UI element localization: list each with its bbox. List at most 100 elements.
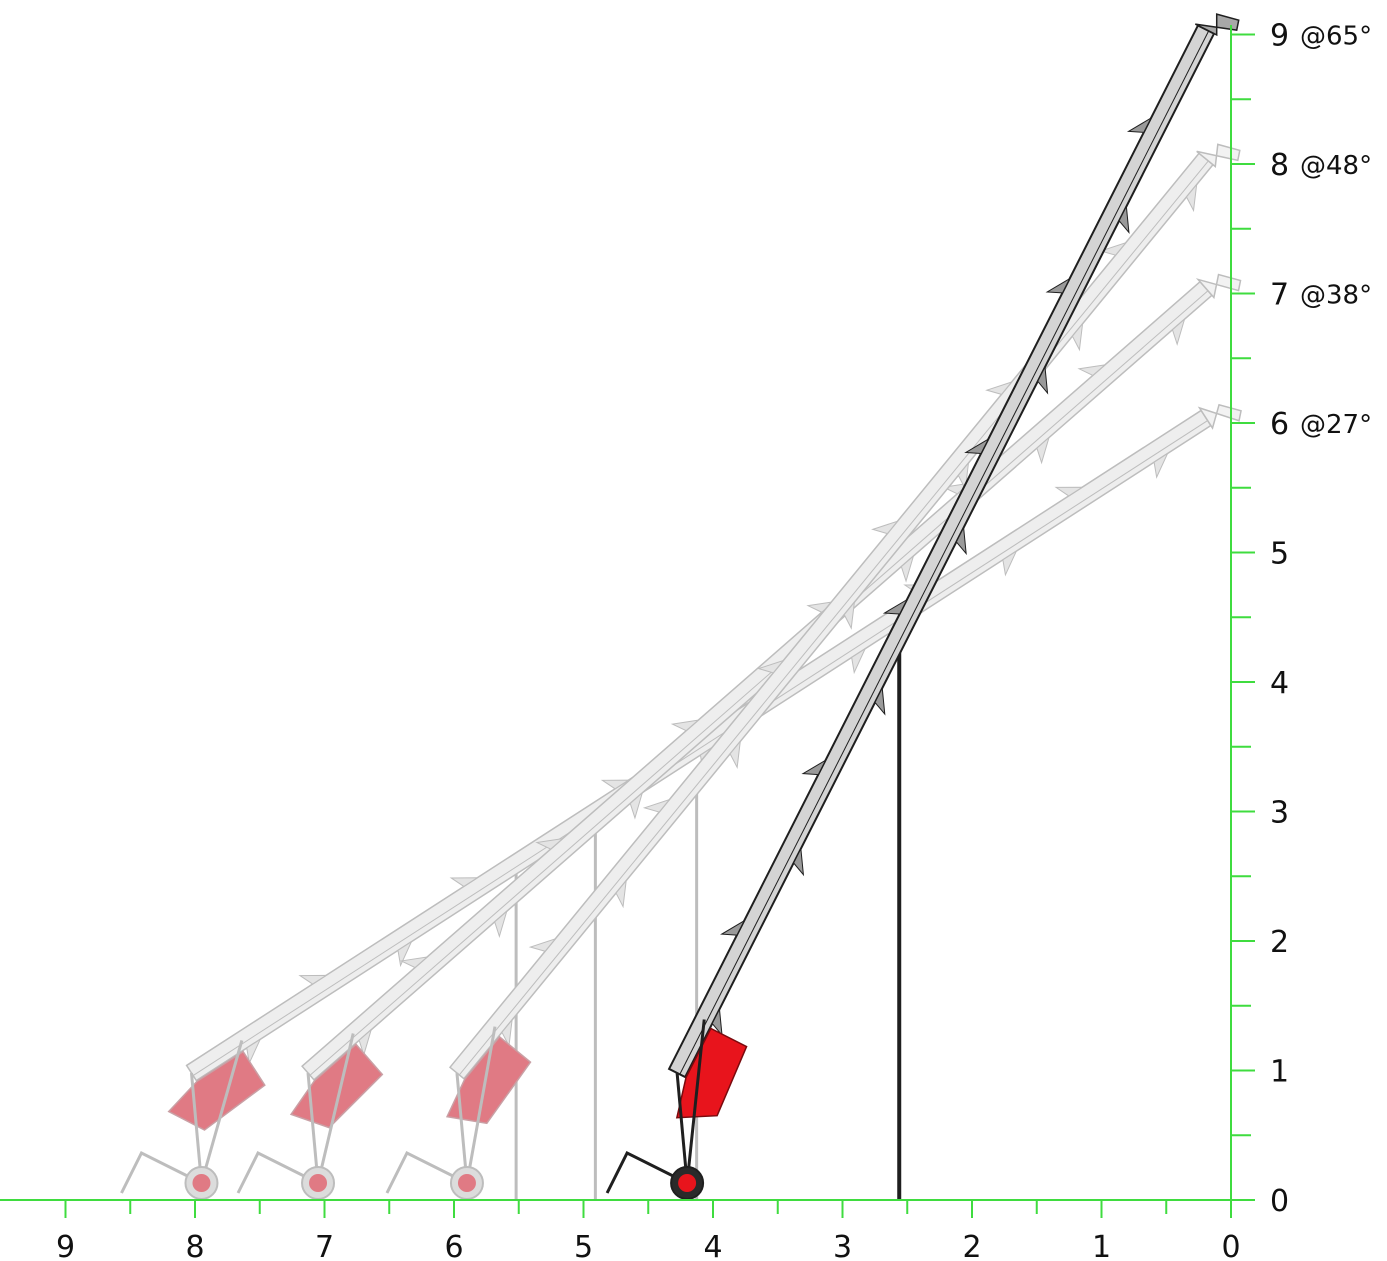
- flight: [793, 846, 805, 877]
- discharge-head: [1196, 143, 1241, 169]
- flight: [843, 600, 856, 630]
- flight: [600, 779, 631, 790]
- angle-label: @48°: [1300, 151, 1372, 181]
- flight: [756, 659, 785, 674]
- flight: [1071, 322, 1084, 352]
- flight: [955, 525, 967, 556]
- chassis-brace: [200, 1040, 244, 1184]
- flight: [501, 1018, 513, 1048]
- flight: [528, 937, 557, 952]
- y-tick-label: 5: [1270, 537, 1289, 572]
- flight: [1099, 241, 1128, 256]
- flight: [642, 798, 671, 813]
- chassis-strut: [455, 1072, 469, 1184]
- flight: [1126, 116, 1153, 133]
- angle-label: @38°: [1300, 281, 1372, 311]
- y-tick-label: 9: [1270, 19, 1289, 54]
- flight: [1118, 204, 1130, 235]
- x-axis-ticks: 9 8 7 6 5 4 3 2 1 0: [56, 1200, 1241, 1261]
- y-tick-label: 7: [1270, 278, 1289, 313]
- handle-bar: [605, 1150, 688, 1194]
- x-tick-label: 1: [1092, 1230, 1111, 1261]
- axes: 9 8 7 6 5 4 3 2 1 0 0 1 2 3 4 5 6 @27° 7 @38° 8 @48° 9 @65°: [0, 19, 1372, 1261]
- flight: [449, 877, 479, 888]
- flight: [871, 520, 899, 535]
- chassis-strut: [306, 1072, 320, 1184]
- intake-hopper: [167, 1050, 266, 1131]
- wheel-hub: [457, 1174, 476, 1192]
- flight: [397, 940, 413, 968]
- discharge-head: [1195, 273, 1242, 300]
- x-tick-label: 8: [185, 1230, 204, 1261]
- wheel-hub: [678, 1174, 697, 1192]
- conveyor-27-deg: [120, 403, 1242, 1201]
- handle-bar: [236, 1150, 319, 1194]
- flight: [1153, 452, 1169, 479]
- y-tick-label: 8: [1270, 148, 1289, 183]
- wheel-hub: [192, 1174, 211, 1192]
- flight: [1045, 277, 1071, 294]
- chassis-brace: [685, 1019, 706, 1184]
- flight: [964, 437, 990, 454]
- angle-label: @65°: [1300, 22, 1372, 52]
- intake-hopper: [675, 1027, 748, 1119]
- flight: [1037, 365, 1049, 395]
- handle-bar: [120, 1150, 203, 1194]
- chassis-strut: [189, 1072, 203, 1184]
- y-axis-ticks: 0 1 2 3 4 5 6 @27° 7 @38° 8 @48° 9 @65°: [1231, 19, 1372, 1219]
- flight: [1077, 364, 1107, 376]
- x-tick-label: 5: [574, 1230, 593, 1261]
- handle-bar: [385, 1150, 468, 1194]
- discharge-head: [1194, 13, 1240, 37]
- flight: [535, 837, 565, 850]
- x-tick-label: 3: [833, 1230, 852, 1261]
- x-tick-label: 0: [1221, 1230, 1240, 1261]
- chassis-brace: [465, 1026, 497, 1184]
- x-tick-label: 6: [444, 1230, 463, 1261]
- chassis-brace: [316, 1033, 355, 1184]
- flight: [670, 719, 700, 732]
- flight: [985, 381, 1014, 395]
- y-tick-label: 2: [1270, 925, 1289, 960]
- flight: [1171, 317, 1186, 346]
- flight: [1054, 486, 1084, 497]
- flight: [1185, 182, 1198, 213]
- tube-rail: [309, 290, 1209, 1076]
- flight: [298, 974, 328, 985]
- flight: [615, 879, 627, 909]
- tube-rail: [192, 420, 1208, 1076]
- flight: [711, 1007, 723, 1037]
- flight: [1036, 436, 1050, 465]
- intake-hopper: [445, 1035, 532, 1125]
- flight: [900, 554, 915, 583]
- flight: [882, 598, 909, 615]
- flight: [629, 791, 644, 820]
- flight: [399, 956, 429, 969]
- x-tick-label: 4: [703, 1230, 722, 1261]
- active-conveyor: [605, 13, 1240, 1201]
- flight: [801, 759, 827, 776]
- flight: [874, 686, 886, 716]
- flight: [246, 1037, 262, 1065]
- x-tick-label: 7: [315, 1230, 334, 1261]
- flight: [1002, 549, 1018, 577]
- x-tick-label: 9: [56, 1230, 75, 1261]
- angle-label: @27°: [1300, 410, 1372, 440]
- flight: [358, 1028, 373, 1057]
- x-tick-label: 2: [962, 1230, 981, 1261]
- wheel-hub: [309, 1174, 328, 1192]
- tube-rail: [458, 160, 1209, 1076]
- tube-rail: [679, 30, 1210, 1075]
- y-tick-label: 1: [1270, 1055, 1289, 1090]
- flight: [851, 647, 867, 675]
- y-tick-label: 4: [1270, 666, 1289, 701]
- y-tick-label: 6: [1270, 407, 1289, 442]
- conveyor-65-deg: [605, 13, 1240, 1201]
- flight: [494, 909, 508, 939]
- flight: [720, 919, 746, 936]
- chassis-strut: [675, 1072, 689, 1184]
- conveyor-tube: [448, 152, 1215, 1080]
- conveyor-tube: [301, 280, 1213, 1081]
